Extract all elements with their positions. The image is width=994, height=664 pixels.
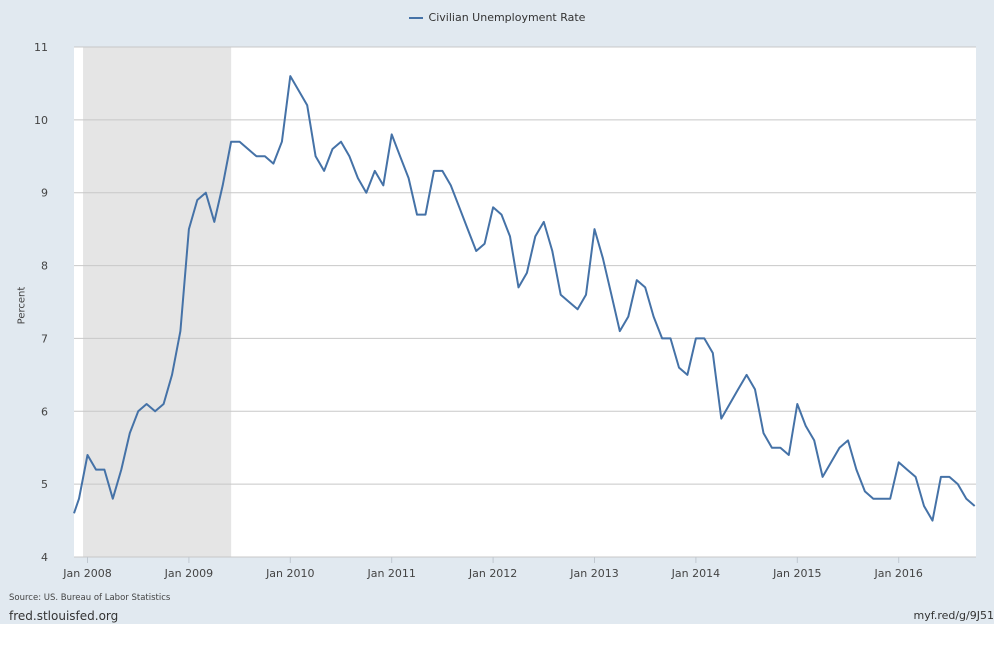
x-tick-label: Jan 2008: [62, 567, 111, 580]
source-note: Source: US. Bureau of Labor Statistics: [9, 593, 171, 603]
y-tick-label: 4: [41, 551, 48, 564]
y-tick-label: 11: [34, 41, 48, 54]
y-axis-label: Percent: [16, 286, 28, 325]
x-tick-label: Jan 2015: [772, 567, 821, 580]
chart-legend[interactable]: Civilian Unemployment Rate: [0, 11, 994, 24]
recession-shading: [83, 47, 232, 557]
y-tick-label: 9: [41, 187, 48, 200]
short-link[interactable]: myf.red/g/9J51: [913, 609, 994, 622]
unemployment-rate-line: [73, 75, 976, 522]
line-chart: 4 5 6 7 8 9 10 11 Jan 2008 Jan 2009 Jan 2010 Jan 20…: [34, 41, 976, 580]
y-tick-label: 5: [41, 478, 48, 491]
x-tick-label: Jan 2012: [468, 567, 517, 580]
y-tick-label: 6: [41, 405, 48, 418]
x-tick-label: Jan 2013: [569, 567, 618, 580]
legend-line-icon: [408, 17, 423, 19]
x-tick-label: Jan 2016: [873, 567, 922, 580]
site-link[interactable]: fred.stlouisfed.org: [9, 609, 119, 623]
y-tick-label: 10: [34, 114, 48, 127]
y-tick-label: 8: [41, 260, 48, 273]
x-tick-label: Jan 2014: [671, 567, 720, 580]
legend-label: Civilian Unemployment Rate: [428, 11, 586, 24]
x-tick-label: Jan 2009: [164, 567, 213, 580]
x-tick-label: Jan 2011: [366, 567, 415, 580]
x-tick-label: Jan 2010: [265, 567, 314, 580]
y-tick-label: 7: [41, 332, 48, 345]
